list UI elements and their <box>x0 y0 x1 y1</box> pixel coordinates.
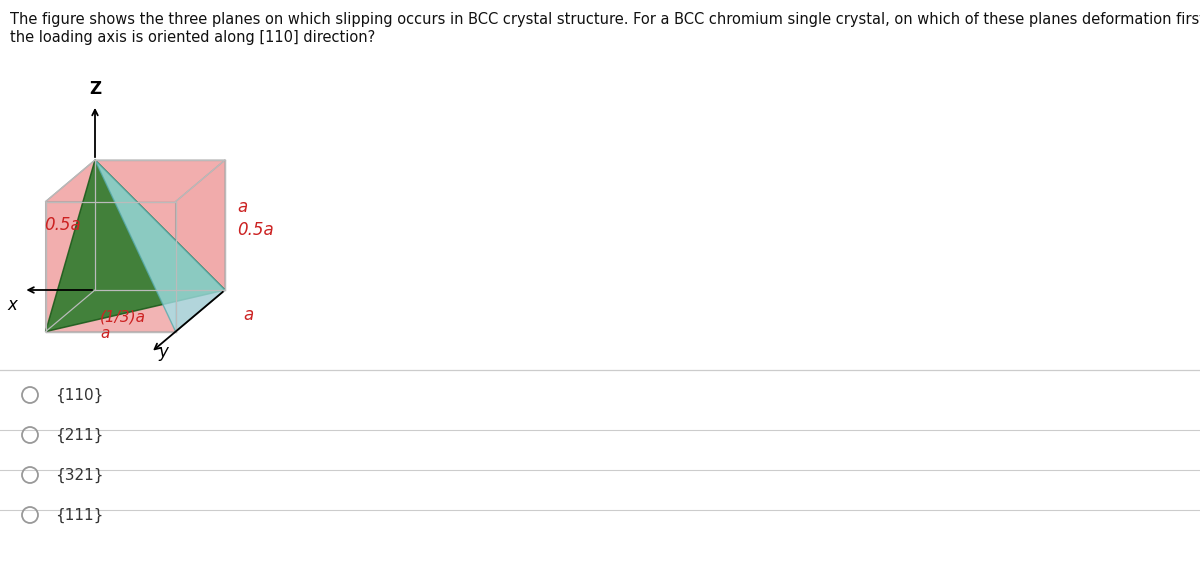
Text: {211}: {211} <box>55 427 103 443</box>
Text: a: a <box>242 306 253 324</box>
Text: {110}: {110} <box>55 387 103 403</box>
Polygon shape <box>175 160 226 332</box>
Polygon shape <box>46 160 95 332</box>
Text: The figure shows the three planes on which slipping occurs in BCC crystal struct: The figure shows the three planes on whi… <box>10 12 1200 27</box>
Text: 0.5a: 0.5a <box>44 216 82 234</box>
Text: the loading axis is oriented along [110] direction?: the loading axis is oriented along [110]… <box>10 30 376 45</box>
Polygon shape <box>95 160 226 290</box>
Text: {321}: {321} <box>55 467 103 482</box>
Text: Z: Z <box>89 80 101 98</box>
Text: 0.5a: 0.5a <box>238 221 274 239</box>
Text: y: y <box>158 343 169 361</box>
Text: a: a <box>238 198 247 216</box>
Polygon shape <box>46 202 175 332</box>
Polygon shape <box>46 160 226 202</box>
Text: (1/3)a: (1/3)a <box>100 310 146 325</box>
Polygon shape <box>46 160 226 332</box>
Polygon shape <box>46 290 226 332</box>
Text: {111}: {111} <box>55 507 103 522</box>
Text: x: x <box>7 296 18 314</box>
Polygon shape <box>95 160 226 332</box>
Text: a: a <box>101 326 109 341</box>
